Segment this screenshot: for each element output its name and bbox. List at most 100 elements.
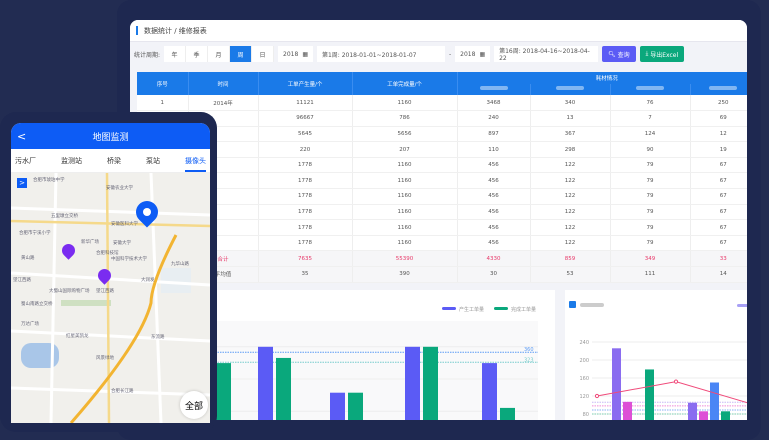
- tab-camera[interactable]: 摄像头: [185, 150, 206, 172]
- bar: [216, 363, 231, 420]
- bar: [405, 346, 420, 420]
- map-label: 红星美凯龙: [66, 334, 89, 339]
- calendar-icon: ▦: [479, 50, 486, 58]
- map-label: 安徽医科大学: [111, 222, 138, 227]
- table-cell: 13: [530, 110, 611, 127]
- year-picker-end[interactable]: 2018 ▦: [455, 46, 491, 62]
- legend-swatch: [737, 304, 747, 307]
- map-view[interactable]: 合肥市琥珀中学 安徽农业大学 五里墩立交桥 安徽医科大学 合肥市宁溪小学 新华广场 安徽大学…: [11, 173, 210, 423]
- table-row: 5645 5656 897 367 124 12: [137, 126, 747, 143]
- table-cell: 79: [610, 157, 691, 174]
- table-cell: 30: [457, 266, 531, 283]
- tab-pump-station[interactable]: 泵站: [146, 156, 160, 165]
- mobile-header: < 地图监测: [11, 123, 210, 149]
- table-cell: 5645: [258, 126, 353, 143]
- table-cell: 14: [690, 266, 747, 283]
- table-cell: 456: [457, 172, 531, 190]
- back-icon[interactable]: <: [17, 129, 27, 143]
- table-cell: 1160: [352, 172, 458, 190]
- bar: [623, 401, 632, 420]
- table-cell: 33: [690, 250, 747, 268]
- table-cell: 79: [610, 235, 691, 252]
- table-cell: 67: [690, 188, 747, 205]
- table-cell: 53: [530, 266, 611, 283]
- table-row: 1778 1160 456 122 79 67: [137, 188, 747, 205]
- period-year[interactable]: 年: [164, 46, 187, 62]
- table-cell: 67: [690, 235, 747, 252]
- map-label: 大蜀山国际购物广场: [49, 289, 90, 294]
- map-label: 合肥科技馆: [96, 251, 119, 256]
- table-cell: 1160: [352, 188, 458, 205]
- mobile-screen: < 地图监测 污水厂 监测站 桥梁 泵站 摄像头 合肥市琥珀中学 安徽农业大学 五里墩…: [11, 123, 210, 423]
- table-cell: 1: [137, 95, 189, 112]
- table-cell: 122: [530, 188, 611, 205]
- table-cell: 250: [690, 95, 747, 112]
- table-cell: 340: [530, 95, 611, 112]
- week-range-start[interactable]: 第1周: 2018-01-01~2018-01-07: [316, 46, 445, 62]
- col-header: 序号: [137, 72, 189, 95]
- table-cell: 456: [457, 235, 531, 252]
- table-cell: 349: [610, 250, 691, 268]
- table-cell: 3468: [457, 95, 531, 112]
- bar: [612, 348, 621, 420]
- bar: [645, 369, 654, 420]
- table-cell: 367: [530, 126, 611, 143]
- table-cell: 786: [352, 110, 458, 127]
- col-header: 时间: [188, 72, 259, 95]
- bar: [330, 392, 345, 420]
- year-picker-start[interactable]: 2018 ▦: [278, 46, 313, 62]
- col-header: 工单产生量/个: [258, 72, 353, 95]
- table-cell: 76: [610, 95, 691, 112]
- bar: [276, 357, 291, 420]
- table-row: 合计 7635 55390 4330 859 349 33: [137, 250, 747, 268]
- y-tick-label: 160: [579, 376, 589, 382]
- mobile-title: 地图监测: [92, 132, 129, 143]
- map-label: 黄山路: [21, 256, 35, 261]
- legend-swatch: [494, 307, 508, 310]
- map-label: 合肥长江路: [111, 389, 134, 394]
- table-row: 96667 786 240 13 7 69: [137, 110, 747, 127]
- y-tick-label: 200: [579, 358, 589, 364]
- query-button[interactable]: 🔍︎ 查询: [602, 46, 636, 62]
- expand-panel-button[interactable]: >: [17, 178, 27, 188]
- table-row: 1 2014年 11121 1160 3468 340 76 250: [137, 95, 747, 112]
- map-label: 合肥市琥珀中学: [33, 178, 65, 183]
- legend-swatch: [442, 307, 456, 310]
- table-cell: 122: [530, 172, 611, 190]
- table-cell: 1778: [258, 219, 353, 236]
- map-label: 万达广场: [21, 322, 39, 327]
- work-order-chart-svg: 产生工单量 完成工单量 360 323: [210, 306, 538, 420]
- breadcrumb: 数据统计 / 维修报表: [130, 20, 747, 42]
- tab-monitoring-station[interactable]: 监测站: [61, 156, 82, 165]
- report-panel: 数据统计 / 维修报表 统计周期: 年 季 月 周 日 2018 ▦ 第1周: 2…: [130, 20, 747, 420]
- bar: [482, 363, 497, 420]
- table-cell: 79: [610, 219, 691, 236]
- table-cell: 897: [457, 126, 531, 143]
- table-cell: 240: [457, 110, 531, 127]
- week-range-end[interactable]: 第16周: 2018-04-16~2018-04-22: [494, 46, 599, 62]
- period-week[interactable]: 周: [230, 46, 253, 62]
- table-cell: 1160: [352, 95, 458, 112]
- line-point: [594, 393, 600, 399]
- table-cell: 35: [258, 266, 353, 283]
- report-table: 序号 时间 工单产生量/个 工单完成量/个 耗材情况 1 2014年 11121 1160 34…: [137, 72, 747, 283]
- year-value: 2018: [283, 50, 299, 58]
- tab-sewage-plant[interactable]: 污水厂: [15, 156, 36, 165]
- tab-bridge[interactable]: 桥梁: [107, 156, 121, 165]
- show-all-button[interactable]: 全部: [180, 391, 208, 419]
- markline-label: 323: [524, 357, 534, 363]
- range-value: 第16周: 2018-04-16~2018-04-22: [499, 48, 590, 62]
- period-month[interactable]: 月: [208, 46, 231, 62]
- table-cell: 1160: [352, 204, 458, 221]
- map-label: 新华广场: [81, 240, 99, 245]
- mobile-tabs: 污水厂 监测站 桥梁 泵站 摄像头: [11, 149, 210, 173]
- line-point: [673, 379, 679, 384]
- export-label: 导出Excel: [650, 51, 679, 59]
- period-day[interactable]: 日: [252, 46, 275, 62]
- export-excel-button[interactable]: ⤓ 导出Excel: [639, 46, 685, 62]
- bar: [688, 402, 697, 420]
- period-quarter[interactable]: 季: [186, 46, 209, 62]
- table-cell: 67: [690, 204, 747, 221]
- consumables-chart: 4080120160200240: [565, 290, 747, 420]
- table-row: 平均值 35 390 30 53 111 14: [137, 266, 747, 283]
